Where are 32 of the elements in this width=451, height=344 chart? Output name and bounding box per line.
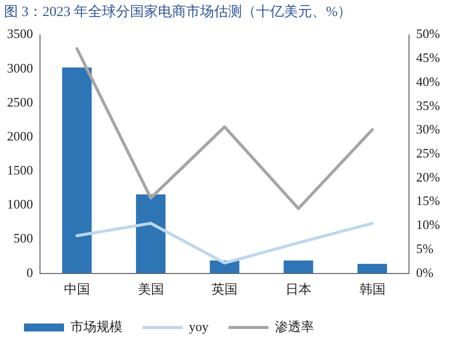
x-tick-label: 韩国 <box>359 282 386 297</box>
y2-tick-label: 25% <box>416 146 440 161</box>
y2-tick-label: 20% <box>416 169 440 184</box>
x-tick-label: 英国 <box>212 282 238 297</box>
y2-tick-label: 15% <box>416 193 440 208</box>
bar <box>357 264 388 274</box>
bar <box>62 68 92 274</box>
y2-tick-label: 10% <box>416 217 440 232</box>
bar <box>284 260 314 274</box>
y-tick-label: 3500 <box>7 26 33 42</box>
y-tick-label: 3000 <box>7 60 33 76</box>
y-tick-label: 2500 <box>7 94 33 110</box>
y2-tick-label: 40% <box>416 74 440 89</box>
x-tick-label: 美国 <box>138 282 164 297</box>
y-tick-label: 1500 <box>7 162 33 178</box>
legend-label: 市场规模 <box>70 318 122 334</box>
y-tick-label: 2000 <box>7 128 33 144</box>
y-tick-label: 1000 <box>7 196 33 212</box>
y2-tick-label: 5% <box>416 240 434 256</box>
x-tick-label: 中国 <box>64 282 90 297</box>
y-tick-label: 500 <box>14 230 33 246</box>
y-tick-label: 0 <box>26 264 33 280</box>
y2-tick-label: 45% <box>416 50 440 66</box>
legend-label: yoy <box>189 318 209 334</box>
y2-tick-label: 30% <box>416 122 440 137</box>
x-tick-label: 日本 <box>285 282 312 297</box>
chart-title: 图 3：2023 年全球分国家电商市场估测（十亿美元、%） <box>4 4 352 20</box>
y2-tick-label: 0% <box>416 264 434 280</box>
y2-tick-label: 50% <box>416 26 440 42</box>
bar <box>136 194 166 274</box>
y2-tick-label: 35% <box>416 98 440 113</box>
legend-label: 渗透率 <box>275 318 314 334</box>
